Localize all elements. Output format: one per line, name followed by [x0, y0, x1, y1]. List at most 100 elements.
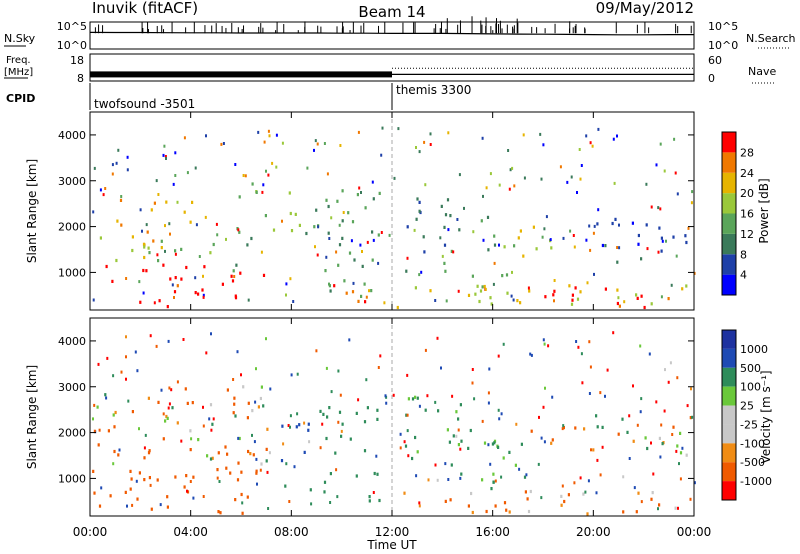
heatmap-cell	[119, 198, 123, 202]
velocity-y-ticks: 1000 2000 3000 4000	[58, 335, 694, 485]
heatmap-cell	[416, 396, 419, 400]
heatmap-cell	[460, 472, 463, 476]
heatmap-cell	[168, 402, 171, 406]
colorbar-swatch	[722, 386, 736, 406]
heatmap-cell	[237, 436, 240, 440]
heatmap-cell	[353, 258, 356, 262]
heatmap-cell	[659, 455, 662, 459]
heatmap-cell	[337, 369, 340, 373]
heatmap-cell	[486, 215, 490, 219]
heatmap-cell	[580, 352, 583, 356]
beam-title: Beam 14	[358, 3, 425, 21]
heatmap-cell	[272, 228, 276, 232]
heatmap-cell	[447, 131, 450, 135]
heatmap-cell	[217, 451, 220, 455]
freq-series-bar	[90, 71, 392, 78]
heatmap-cell	[142, 291, 145, 295]
heatmap-cell	[337, 263, 340, 267]
heatmap-cell	[650, 441, 652, 445]
heatmap-cell	[485, 186, 488, 190]
heatmap-cell	[590, 448, 592, 452]
heatmap-cell	[237, 228, 240, 232]
heatmap-cell	[449, 498, 452, 502]
heatmap-cell	[98, 504, 102, 508]
heatmap-cell	[139, 300, 142, 304]
heatmap-cell	[247, 298, 250, 302]
heatmap-cell	[265, 169, 267, 173]
heatmap-cell	[553, 279, 556, 282]
power-y-label: Slant Range [km]	[25, 159, 39, 263]
heatmap-cell	[621, 417, 624, 421]
heatmap-cell	[147, 246, 150, 250]
heatmap-cell	[525, 473, 528, 477]
heatmap-cell	[233, 275, 236, 278]
freq-tick-top: 18	[70, 54, 84, 67]
nsearch-tick-top: 10^5	[708, 20, 738, 33]
heatmap-cell	[632, 439, 635, 443]
heatmap-cell	[456, 218, 459, 221]
heatmap-cell	[669, 361, 672, 365]
heatmap-cell	[601, 243, 604, 248]
heatmap-cell	[93, 491, 96, 495]
colorbar-tick-label: 12	[740, 228, 754, 241]
heatmap-cell	[660, 295, 663, 299]
heatmap-cell	[407, 454, 410, 458]
heatmap-cell	[126, 168, 129, 172]
heatmap-cell	[512, 298, 515, 302]
heatmap-cell	[544, 295, 547, 299]
heatmap-cell	[189, 480, 192, 483]
heatmap-cell	[591, 144, 594, 148]
heatmap-cell	[371, 258, 374, 262]
heatmap-cell	[674, 506, 677, 510]
heatmap-cell	[488, 367, 491, 371]
heatmap-cell	[614, 217, 617, 221]
heatmap-cell	[365, 295, 368, 299]
heatmap-cell	[426, 394, 429, 398]
heatmap-cell	[676, 192, 679, 196]
heatmap-cell	[528, 289, 531, 293]
heatmap-cell	[363, 449, 367, 453]
heatmap-cell	[397, 127, 400, 131]
heatmap-cell	[142, 242, 146, 246]
heatmap-cell	[334, 451, 337, 455]
heatmap-cell	[561, 427, 564, 431]
heatmap-cell	[573, 481, 576, 485]
heatmap-cell	[458, 173, 461, 177]
heatmap-cell	[115, 161, 118, 165]
heatmap-cell	[648, 352, 651, 356]
heatmap-cell	[267, 507, 270, 510]
heatmap-cell	[399, 446, 402, 450]
heatmap-cell	[689, 416, 692, 420]
heatmap-cell	[483, 441, 487, 445]
heatmap-cell	[288, 191, 291, 195]
heatmap-cell	[242, 385, 245, 389]
heatmap-cell	[675, 449, 678, 453]
power-colorbar-label: Power [dB]	[757, 178, 771, 243]
colorbar-swatch	[722, 367, 736, 387]
heatmap-cell	[143, 245, 146, 249]
heatmap-cell	[429, 143, 432, 146]
colorbar-swatch	[722, 443, 736, 463]
heatmap-cell	[247, 401, 250, 405]
heatmap-cell	[217, 510, 220, 514]
heatmap-cell	[520, 442, 523, 446]
heatmap-cell	[459, 447, 462, 451]
heatmap-cell	[136, 497, 139, 501]
heatmap-cell	[143, 446, 146, 450]
colorbar-tick-label: 20	[740, 187, 754, 200]
heatmap-cell	[162, 412, 165, 416]
heatmap-cell	[168, 386, 171, 390]
heatmap-cell	[215, 222, 218, 226]
heatmap-cell	[518, 467, 521, 471]
heatmap-cell	[254, 400, 257, 404]
heatmap-cell	[111, 163, 114, 167]
nave-tick-bottom: 0	[708, 72, 715, 85]
heatmap-cell	[380, 153, 383, 157]
heatmap-cell	[418, 404, 421, 408]
heatmap-cell	[418, 200, 421, 204]
heatmap-cell	[104, 393, 107, 397]
heatmap-cell	[309, 488, 312, 492]
heatmap-cell	[541, 235, 544, 239]
heatmap-cell	[657, 206, 660, 210]
colorbar-swatch	[722, 348, 736, 368]
